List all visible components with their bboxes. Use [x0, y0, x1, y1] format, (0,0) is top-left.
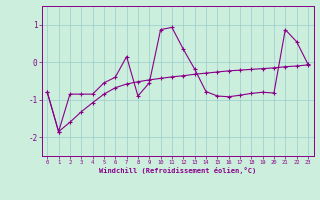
- X-axis label: Windchill (Refroidissement éolien,°C): Windchill (Refroidissement éolien,°C): [99, 167, 256, 174]
